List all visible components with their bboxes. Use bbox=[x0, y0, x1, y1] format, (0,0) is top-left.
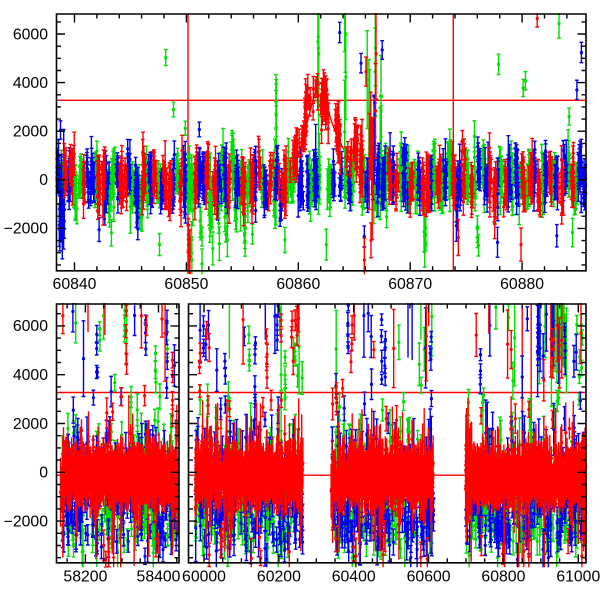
svg-text:60400: 60400 bbox=[332, 569, 376, 586]
svg-text:58200: 58200 bbox=[63, 569, 107, 586]
svg-text:−2000: −2000 bbox=[4, 513, 49, 530]
svg-text:60600: 60600 bbox=[407, 569, 451, 586]
svg-text:60000: 60000 bbox=[182, 569, 226, 586]
svg-text:60200: 60200 bbox=[257, 569, 301, 586]
svg-text:60850: 60850 bbox=[164, 276, 208, 293]
svg-text:6000: 6000 bbox=[13, 318, 48, 335]
svg-text:2000: 2000 bbox=[13, 124, 48, 141]
svg-text:0: 0 bbox=[39, 465, 48, 482]
svg-text:60880: 60880 bbox=[500, 276, 544, 293]
svg-text:2000: 2000 bbox=[13, 416, 48, 433]
svg-text:60870: 60870 bbox=[388, 276, 432, 293]
svg-text:61000: 61000 bbox=[556, 569, 600, 586]
svg-text:4000: 4000 bbox=[13, 75, 48, 92]
svg-text:60840: 60840 bbox=[53, 276, 97, 293]
svg-text:58400: 58400 bbox=[137, 569, 181, 586]
svg-text:0: 0 bbox=[39, 172, 48, 189]
svg-text:−2000: −2000 bbox=[4, 221, 49, 238]
svg-text:60860: 60860 bbox=[276, 276, 320, 293]
svg-text:4000: 4000 bbox=[13, 367, 48, 384]
svg-text:6000: 6000 bbox=[13, 26, 48, 43]
svg-text:60800: 60800 bbox=[481, 569, 525, 586]
